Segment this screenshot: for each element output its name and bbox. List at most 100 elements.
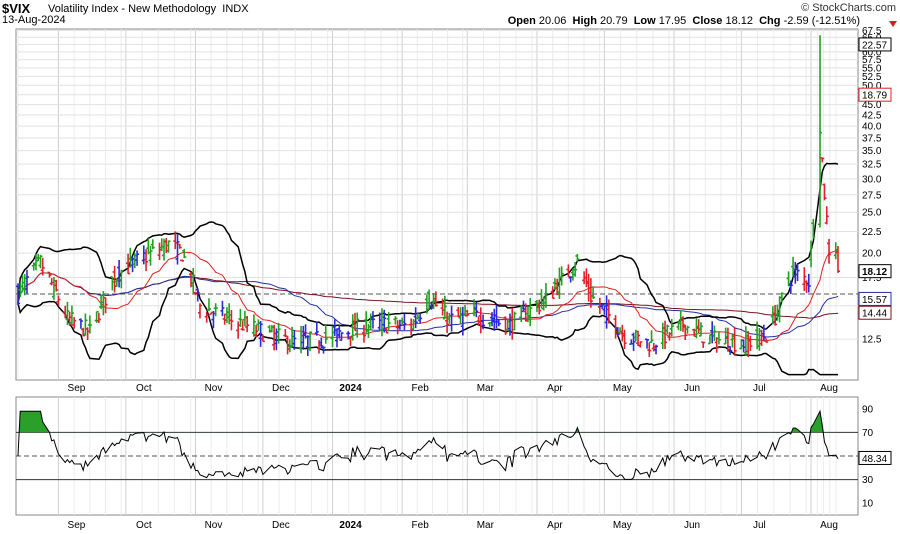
ohlc-bar [240,320,245,331]
price-marker-label: 18.12 [862,267,887,278]
ohlc-bar [764,338,769,343]
ohlc-bar [698,322,703,337]
price-marker-box [858,305,892,320]
y-tick-label: 20.0 [862,249,882,260]
ohlc-bar [773,304,778,326]
ohlc-bar [386,312,391,332]
x-tick-label: Feb [412,520,430,531]
chevron-down-icon[interactable] [888,20,898,28]
ohlc-bar [683,324,688,340]
ohlc-bar [126,253,131,275]
ohlc-bar [135,250,140,266]
x-tick-label: Sep [68,520,86,531]
y-tick-label: 37.5 [862,133,882,144]
ticker-symbol: $VIX [2,1,31,16]
ohlc-bar [631,332,636,351]
x-tick-label: Apr [547,520,563,531]
y-tick-label: 35.0 [862,146,882,157]
ohlc-bar [87,315,92,334]
rsi-marker-box [858,450,892,465]
y-tick-label: 42.5 [862,111,882,122]
y-tick-label: 22.5 [862,227,882,238]
ohlc-bar [339,332,344,341]
y-tick-label: 12.5 [862,335,882,346]
ohlc-bar [537,299,542,315]
rsi-y-tick-label: 30 [862,475,874,486]
y-tick-label: 50.0 [862,81,882,92]
ohlc-bar [175,233,180,265]
ohlc-bar [728,345,733,355]
ohlc-bar [779,292,784,303]
ohlc-bar [213,303,218,317]
ohlc-bar [47,271,52,278]
ohlc-bar [701,341,706,348]
ohlc-bar [474,301,479,318]
ohlc-bar [550,286,555,300]
ohlc-bar [103,296,108,314]
x-tick-label: Dec [272,383,290,394]
ohlc-bar [811,218,816,239]
ohlc-bar [308,331,313,352]
x-tick-label: Oct [136,520,152,531]
ohlc-bar [251,314,256,337]
ohlc-bar [496,318,501,327]
ohlc-bar [195,288,200,302]
ohlc-bar [647,342,652,357]
ohlc-bar [465,309,470,317]
ohlc-bar [258,320,263,347]
x-tick-label: May [613,383,632,394]
price-marker-label: 14.44 [862,309,887,320]
x-tick-label: May [613,520,632,531]
rsi-y-tick-label: 10 [862,499,874,510]
ohlc-bar [761,324,766,341]
price-marker-box [858,264,892,279]
ohlc-bar [827,238,832,264]
y-tick-label: 30.0 [862,174,882,185]
ohlc-bar [712,325,717,341]
description-text: Volatility Index - New Methodology [48,3,217,15]
ohlc-bar [559,266,564,286]
y-tick-label: 52.5 [862,72,882,83]
exchange-label: INDX [222,3,249,15]
x-tick-label: Feb [412,383,430,394]
ohlc-bar [382,309,387,333]
x-tick-label: Jun [684,520,700,531]
ohlc-bar [83,313,88,336]
ma-20-line [17,248,839,342]
price-marker-box [858,37,892,52]
ohlc-bar [292,329,297,350]
ohlc-bar [528,298,533,327]
y-tick-label: 55.0 [862,63,882,74]
ohlc-bar [220,300,225,317]
ohlc-bar [24,269,29,294]
ohlc-bar [820,157,825,163]
open-label: Open [507,15,536,27]
bollinger-lower-line [17,267,838,376]
ohlc-bar [276,322,281,344]
ohlc-bar [150,239,155,250]
ohlc-bar [622,329,627,350]
high-label: High [572,15,597,27]
ohlc-bar [638,341,643,348]
ohlc-bar [795,263,800,282]
x-tick-label: Oct [136,383,152,394]
ohlc-bar [818,35,823,228]
ohlc-bar [166,240,171,253]
rsi-y-tick-label: 70 [862,428,874,439]
x-tick-label: Dec [272,520,290,531]
ohlc-bar [56,295,61,306]
price-marker-label: 22.57 [862,40,887,51]
ohlc-bar [65,301,70,326]
ohlc-bar [802,267,807,292]
ohlc-bar [40,257,45,276]
ohlc-bar [397,319,402,330]
x-tick-label: Jul [753,520,766,531]
ohlc-bar [809,240,814,268]
y-tick-label: 17.5 [862,273,882,284]
ohlc-bar [424,295,429,314]
ohlc-bar [714,337,719,353]
rsi-marker-label: 48.34 [862,454,887,465]
ohlc-bar [591,286,596,300]
change-label: Chg [759,15,781,27]
ohlc-bar [321,346,326,354]
